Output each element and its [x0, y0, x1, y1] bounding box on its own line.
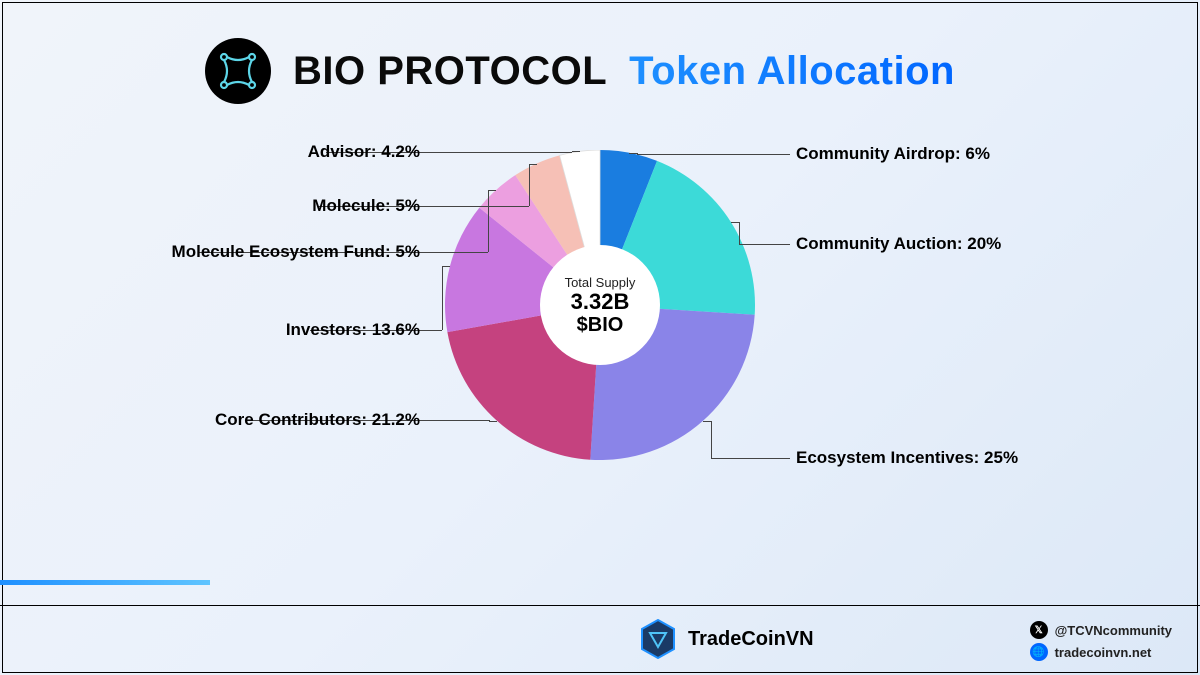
social-web: 🌐 tradecoinvn.net: [1030, 643, 1172, 661]
center-line3: $BIO: [577, 315, 624, 335]
x-icon: 𝕏: [1030, 621, 1048, 639]
header: BIO PROTOCOL Token Allocation: [205, 38, 955, 104]
donut-chart: Total Supply 3.32B $BIO Community Airdro…: [0, 140, 1200, 580]
center-line1: Total Supply: [565, 275, 636, 290]
leader-line: [731, 222, 739, 223]
label-molecule: Molecule: 5%: [312, 196, 420, 216]
label-core-contributors: Core Contributors: 21.2%: [215, 410, 420, 430]
leader-line: [703, 421, 711, 422]
social-web-text: tradecoinvn.net: [1055, 645, 1152, 660]
label-community-airdrop: Community Airdrop: 6%: [796, 144, 990, 164]
leader-line: [442, 266, 443, 330]
label-ecosystem-incentives: Ecosystem Incentives: 25%: [796, 448, 1018, 468]
leader-line: [489, 420, 490, 421]
accent-bar: [0, 580, 210, 585]
leader-line: [488, 190, 489, 252]
leader-line: [572, 151, 573, 152]
leader-line: [739, 222, 740, 244]
leader-line: [739, 244, 790, 245]
leader-line: [711, 458, 790, 459]
chart-center-label: Total Supply 3.32B $BIO: [540, 245, 660, 365]
leader-line: [489, 421, 497, 422]
social-x: 𝕏 @TCVNcommunity: [1030, 621, 1172, 639]
globe-icon: 🌐: [1030, 643, 1048, 661]
bio-logo-icon: [205, 38, 271, 104]
title-dark: BIO PROTOCOL: [293, 49, 607, 94]
brand-text: TradeCoinVN: [688, 628, 814, 651]
title-blue: Token Allocation: [629, 49, 955, 94]
leader-line: [488, 190, 496, 191]
leader-line: [572, 151, 580, 152]
center-line2: 3.32B: [571, 290, 630, 314]
leader-line: [637, 154, 790, 155]
leader-line: [442, 266, 450, 267]
leader-line: [529, 164, 537, 165]
footer: TradeCoinVN 𝕏 @TCVNcommunity 🌐 tradecoin…: [0, 605, 1200, 675]
label-investors: Investors: 13.6%: [286, 320, 420, 340]
label-advisor: Advisor: 4.2%: [308, 142, 420, 162]
leader-line: [711, 421, 712, 458]
leader-line: [529, 164, 530, 206]
socials: 𝕏 @TCVNcommunity 🌐 tradecoinvn.net: [1030, 621, 1172, 661]
leader-line: [629, 153, 637, 154]
brand: TradeCoinVN: [640, 619, 814, 659]
brand-hex-icon: [640, 619, 676, 659]
social-x-text: @TCVNcommunity: [1055, 623, 1172, 638]
label-molecule-ecosystem-fund: Molecule Ecosystem Fund: 5%: [172, 242, 420, 262]
label-community-auction: Community Auction: 20%: [796, 234, 1001, 254]
